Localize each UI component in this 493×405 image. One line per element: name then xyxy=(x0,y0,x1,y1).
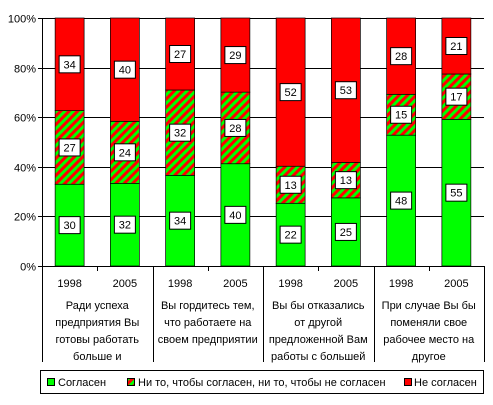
data-label: 13 xyxy=(285,180,297,192)
y-tick-label: 0% xyxy=(20,262,36,274)
group-label-line: готовы работать xyxy=(56,334,140,346)
data-label: 29 xyxy=(229,50,241,62)
category-label: 2005 xyxy=(113,278,137,290)
data-label: 27 xyxy=(64,142,76,154)
data-label-box xyxy=(445,87,468,106)
data-label-box xyxy=(390,47,413,66)
category-label: 1998 xyxy=(168,278,192,290)
axes xyxy=(38,18,485,362)
data-label-box xyxy=(169,211,192,230)
data-label: 40 xyxy=(229,210,241,222)
data-label-box xyxy=(445,37,468,55)
data-label-box xyxy=(334,81,357,100)
group-label-line: предприятия Вы xyxy=(55,317,139,329)
group-label-line: другое xyxy=(412,351,446,363)
legend-swatch-neutral xyxy=(127,378,135,386)
y-tick-label: 60% xyxy=(14,113,36,125)
data-label: 52 xyxy=(285,87,297,99)
data-label: 25 xyxy=(340,227,352,239)
category-label: 1998 xyxy=(389,278,413,290)
category-label: 2005 xyxy=(444,278,468,290)
data-label: 34 xyxy=(174,216,186,228)
data-label-box xyxy=(224,118,247,137)
group-label-line: больше и xyxy=(73,351,121,363)
data-label: 55 xyxy=(450,188,462,200)
data-label: 13 xyxy=(340,175,352,187)
data-label: 15 xyxy=(395,110,407,122)
y-tick-label: 40% xyxy=(14,163,36,175)
data-label: 27 xyxy=(174,49,186,61)
data-label: 28 xyxy=(395,51,407,63)
group-label-line: предложенной Вам xyxy=(269,334,368,346)
group-label-line: рабочее место на xyxy=(383,334,475,346)
data-label-box xyxy=(445,183,468,202)
data-label-box xyxy=(113,215,136,234)
data-label: 22 xyxy=(285,230,297,242)
category-label: 1998 xyxy=(278,278,302,290)
data-label-box xyxy=(334,222,357,241)
category-label: 2005 xyxy=(334,278,358,290)
data-label-box xyxy=(334,171,357,190)
data-label-box xyxy=(169,45,192,63)
data-label: 32 xyxy=(119,220,131,232)
data-label-box xyxy=(279,225,302,244)
data-label-box xyxy=(390,191,413,210)
group-label-line: Вы бы отказались xyxy=(272,300,365,312)
y-tick-label: 20% xyxy=(14,212,36,224)
data-label: 53 xyxy=(340,85,352,97)
data-label: 17 xyxy=(450,92,462,104)
group-label-line: поменяли свое xyxy=(390,317,467,329)
legend-swatch-disagree xyxy=(404,378,412,386)
group-label-line: своем предприятии xyxy=(158,334,258,346)
y-tick-label: 100% xyxy=(8,14,36,26)
data-label: 40 xyxy=(119,65,131,77)
group-label-line: При случае Вы бы xyxy=(382,300,476,312)
x-axis-group-labels: Ради успеха предприятия Вы готовы работать… xyxy=(55,300,476,363)
data-label-box xyxy=(113,60,136,79)
legend-frame xyxy=(40,370,484,394)
data-label: 28 xyxy=(229,123,241,135)
group-label-line: Вы гордитесь тем, xyxy=(161,300,255,312)
data-label: 48 xyxy=(395,196,407,208)
data-label-box xyxy=(58,216,81,235)
data-label-box xyxy=(224,46,247,65)
data-label-box xyxy=(279,175,302,194)
legend-label-neutral: Ни то, чтобы согласен, ни то, чтобы не с… xyxy=(138,377,386,389)
data-labels: 30 27 34 32 24 40 34 32 27 40 28 29 22 13 52 25 13 53 48 15… xyxy=(58,37,468,244)
data-label: 34 xyxy=(64,59,76,71)
data-label: 21 xyxy=(450,41,462,53)
data-label-box xyxy=(169,123,192,142)
legend-label-disagree: Не согласен xyxy=(414,377,477,389)
category-label: 2005 xyxy=(223,278,247,290)
data-label-box xyxy=(113,143,136,162)
legend: Согласен Ни то, чтобы согласен, ни то, ч… xyxy=(40,370,484,394)
data-label: 32 xyxy=(174,128,186,140)
group-label-line: что работаете на xyxy=(164,317,252,329)
data-label: 24 xyxy=(119,147,131,159)
group-label-line: от другой xyxy=(294,317,342,329)
x-axis-category-labels: 1998 2005 1998 2005 1998 2005 1998 2005 xyxy=(57,278,468,290)
group-label-line: работы с большей xyxy=(271,351,365,363)
legend-label-agree: Согласен xyxy=(58,377,106,389)
category-label: 1998 xyxy=(57,278,81,290)
data-label-box xyxy=(390,105,413,124)
y-tick-label: 80% xyxy=(14,64,36,76)
group-label-line: Ради успеха xyxy=(66,300,130,312)
data-label-box xyxy=(279,83,302,102)
data-label: 30 xyxy=(64,220,76,232)
data-label-box xyxy=(224,205,247,224)
legend-swatch-agree xyxy=(47,378,55,386)
data-label-box xyxy=(58,138,81,157)
data-label-box xyxy=(58,55,81,74)
y-axis-tick-labels: 0% 20% 40% 60% 80% 100% xyxy=(8,14,36,274)
